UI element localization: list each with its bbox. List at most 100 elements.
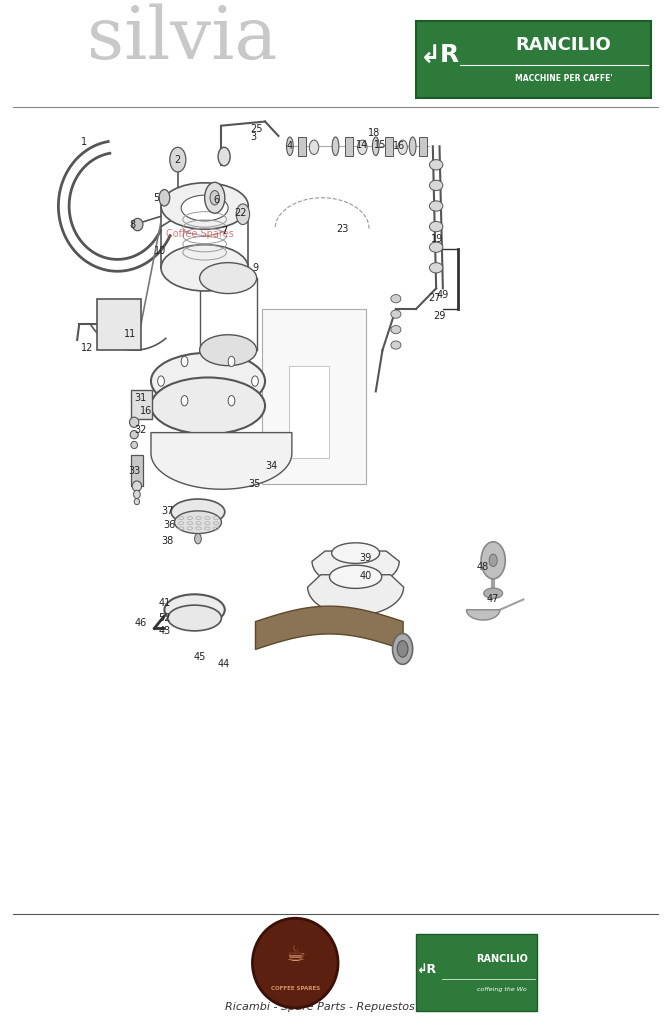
Text: 38: 38 (162, 536, 174, 546)
Text: 39: 39 (360, 553, 372, 563)
Ellipse shape (429, 221, 443, 232)
Ellipse shape (151, 352, 265, 410)
Text: coffeing the Wo: coffeing the Wo (477, 988, 527, 992)
Bar (419, 137, 427, 156)
Circle shape (181, 396, 188, 406)
Ellipse shape (429, 160, 443, 170)
Text: 33: 33 (128, 466, 140, 476)
Bar (131, 390, 152, 419)
Ellipse shape (332, 137, 339, 156)
Text: 12: 12 (81, 343, 93, 353)
FancyBboxPatch shape (416, 934, 537, 1011)
FancyBboxPatch shape (416, 21, 651, 98)
Ellipse shape (168, 606, 221, 630)
Text: 2: 2 (174, 154, 181, 165)
Text: 19: 19 (431, 234, 444, 244)
Ellipse shape (134, 490, 140, 499)
Ellipse shape (372, 137, 379, 156)
Text: 29: 29 (433, 311, 446, 321)
Text: 47: 47 (487, 594, 499, 605)
Circle shape (195, 534, 201, 544)
Text: 1: 1 (81, 137, 87, 147)
Text: 40: 40 (360, 571, 372, 581)
Ellipse shape (164, 594, 225, 625)
Circle shape (398, 140, 407, 154)
Text: 6: 6 (213, 195, 219, 205)
Text: 32: 32 (135, 424, 147, 435)
Circle shape (228, 396, 235, 406)
Text: COFFEE SPARES: COFFEE SPARES (270, 987, 320, 991)
Bar (131, 455, 143, 486)
Text: 22: 22 (234, 208, 246, 218)
Ellipse shape (429, 201, 443, 211)
Text: silvia: silvia (87, 4, 278, 74)
Ellipse shape (391, 295, 401, 303)
Ellipse shape (252, 919, 338, 1007)
Text: 16: 16 (140, 406, 152, 416)
Ellipse shape (409, 137, 416, 156)
Polygon shape (312, 551, 399, 587)
Text: 37: 37 (162, 506, 174, 516)
Ellipse shape (132, 481, 142, 491)
Circle shape (358, 140, 367, 154)
Text: 23: 23 (336, 224, 348, 234)
Text: 3: 3 (250, 132, 257, 142)
Text: 46: 46 (135, 618, 147, 628)
Bar (97, 299, 141, 350)
Ellipse shape (429, 180, 443, 191)
Text: ☕: ☕ (285, 945, 305, 965)
Circle shape (158, 376, 164, 386)
Ellipse shape (287, 137, 293, 156)
Text: 14: 14 (356, 140, 368, 150)
Text: 10: 10 (154, 246, 166, 256)
Text: 16: 16 (393, 141, 405, 151)
Ellipse shape (484, 588, 503, 598)
Circle shape (393, 633, 413, 664)
Ellipse shape (200, 263, 257, 294)
Ellipse shape (130, 431, 138, 439)
Ellipse shape (174, 511, 221, 534)
Text: 48: 48 (477, 561, 489, 572)
Text: 44: 44 (218, 659, 230, 670)
Ellipse shape (151, 378, 265, 435)
Ellipse shape (391, 341, 401, 349)
Circle shape (170, 147, 186, 172)
Circle shape (181, 356, 188, 367)
Text: 9: 9 (252, 263, 258, 273)
Polygon shape (151, 433, 292, 489)
Ellipse shape (134, 499, 140, 505)
Ellipse shape (329, 565, 382, 588)
Bar (385, 137, 393, 156)
Text: 4: 4 (287, 141, 293, 151)
Text: Coffee Spares: Coffee Spares (166, 229, 234, 239)
Circle shape (218, 147, 230, 166)
Ellipse shape (161, 183, 248, 230)
Ellipse shape (331, 543, 380, 563)
Text: RANCILIO: RANCILIO (476, 954, 528, 964)
Circle shape (489, 554, 497, 566)
Ellipse shape (130, 417, 139, 427)
Text: ↲R: ↲R (417, 962, 437, 975)
Polygon shape (466, 610, 500, 620)
Text: 35: 35 (249, 479, 261, 489)
Ellipse shape (429, 242, 443, 252)
Circle shape (252, 376, 258, 386)
Text: 52: 52 (158, 613, 170, 623)
Ellipse shape (200, 335, 257, 366)
Text: 45: 45 (194, 652, 206, 662)
Circle shape (309, 140, 319, 154)
Circle shape (205, 182, 225, 213)
Ellipse shape (429, 263, 443, 273)
Bar (262, 309, 366, 484)
Text: RANCILIO: RANCILIO (516, 36, 611, 55)
Text: 25: 25 (251, 124, 263, 134)
Ellipse shape (391, 310, 401, 318)
Circle shape (481, 542, 505, 579)
Text: 31: 31 (135, 392, 147, 403)
Text: ↲R: ↲R (419, 43, 460, 67)
Circle shape (397, 641, 408, 657)
Ellipse shape (171, 500, 225, 525)
Text: 27: 27 (429, 293, 441, 303)
Text: 11: 11 (124, 329, 136, 339)
Polygon shape (307, 575, 404, 615)
